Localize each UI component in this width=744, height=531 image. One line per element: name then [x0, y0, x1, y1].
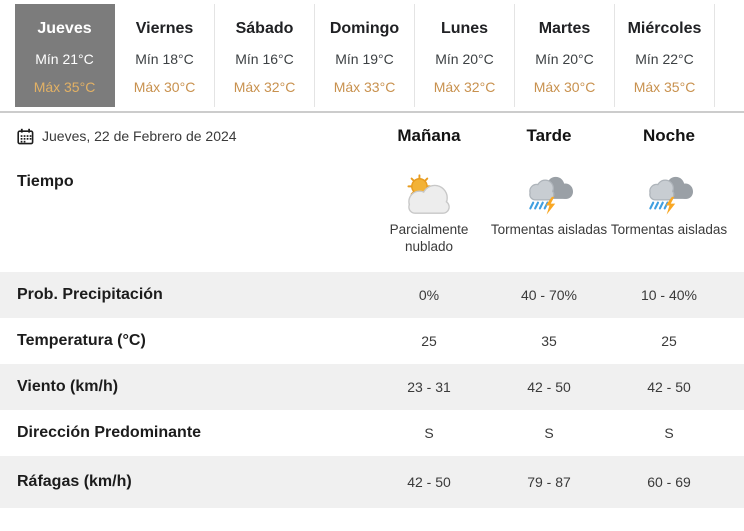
weather-row-label: Tiempo — [17, 173, 74, 190]
weather-cell-manana: Parcialmente nublado — [369, 159, 489, 272]
weather-cell-noche: Tormentas aisladas — [609, 159, 729, 272]
cell-value: 42 - 50 — [647, 379, 691, 395]
table-row-precipitation: Prob. Precipitación 0% 40 - 70% 10 - 40% — [0, 272, 744, 318]
tabs-divider — [0, 111, 744, 113]
column-header-tarde: Tarde — [526, 126, 572, 145]
cell-value: S — [424, 425, 434, 441]
tab-day-label: Martes — [538, 20, 591, 37]
cell-value: S — [664, 425, 674, 441]
tab-day-label: Miércoles — [627, 20, 702, 37]
tab-lunes[interactable]: Lunes Mín 20°C Máx 32°C — [415, 4, 515, 107]
row-label: Viento (km/h) — [17, 378, 119, 395]
condition-label: Parcialmente nublado — [389, 222, 469, 254]
date-text: Jueves, 22 de Febrero de 2024 — [42, 128, 237, 144]
tab-day-label: Viernes — [135, 20, 194, 37]
condition-label: Tormentas aisladas — [490, 222, 608, 237]
cell-value: 79 - 87 — [527, 474, 571, 490]
current-date: Jueves, 22 de Febrero de 2024 — [17, 128, 369, 145]
table-row-wind: Viento (km/h) 23 - 31 42 - 50 42 - 50 — [0, 364, 744, 410]
weather-cell-tarde: Tormentas aisladas — [489, 159, 609, 272]
partly-cloudy-icon — [369, 173, 489, 217]
tab-sabado[interactable]: Sábado Mín 16°C Máx 32°C — [215, 4, 315, 107]
column-header-noche: Noche — [643, 126, 695, 145]
tab-max-temp: Máx 32°C — [433, 79, 496, 95]
table-row-wind-direction: Dirección Predominante S S S — [0, 410, 744, 456]
tab-max-temp: Máx 30°C — [533, 79, 596, 95]
row-label: Ráfagas (km/h) — [17, 473, 132, 490]
tab-max-temp: Máx 33°C — [333, 79, 396, 95]
tab-miercoles[interactable]: Miércoles Mín 22°C Máx 35°C — [615, 4, 715, 107]
tab-max-temp: Máx 35°C — [633, 79, 696, 95]
cell-value: S — [544, 425, 554, 441]
cell-value: 25 — [421, 333, 437, 349]
tab-min-temp: Mín 19°C — [335, 51, 394, 67]
tab-min-temp: Mín 16°C — [235, 51, 294, 67]
tab-max-temp: Máx 30°C — [133, 79, 196, 95]
row-label: Temperatura (°C) — [17, 332, 146, 349]
tab-max-temp: Máx 32°C — [233, 79, 296, 95]
calendar-icon — [17, 128, 34, 145]
cell-value: 42 - 50 — [407, 474, 451, 490]
row-label: Dirección Predominante — [17, 424, 202, 441]
cell-value: 25 — [661, 333, 677, 349]
row-label: Prob. Precipitación — [17, 286, 163, 303]
tab-day-label: Jueves — [37, 20, 92, 37]
tab-jueves[interactable]: Jueves Mín 21°C Máx 35°C — [15, 4, 115, 107]
tab-min-temp: Mín 18°C — [135, 51, 194, 67]
cell-value: 0% — [418, 287, 440, 303]
cell-value: 35 — [541, 333, 557, 349]
date-header-row: Jueves, 22 de Febrero de 2024 Mañana Tar… — [0, 113, 744, 159]
cell-value: 60 - 69 — [647, 474, 691, 490]
storm-icon — [609, 173, 729, 217]
tab-min-temp: Mín 20°C — [535, 51, 594, 67]
cell-value: 42 - 50 — [527, 379, 571, 395]
tab-viernes[interactable]: Viernes Mín 18°C Máx 30°C — [115, 4, 215, 107]
tab-max-temp: Máx 35°C — [33, 79, 96, 95]
cell-value: 23 - 31 — [407, 379, 451, 395]
table-row-gusts: Ráfagas (km/h) 42 - 50 79 - 87 60 - 69 — [0, 456, 744, 508]
cell-value: 40 - 70% — [520, 287, 578, 303]
column-header-manana: Mañana — [397, 126, 461, 145]
tab-min-temp: Mín 22°C — [635, 51, 694, 67]
tab-day-label: Domingo — [329, 20, 400, 37]
tab-day-label: Sábado — [235, 20, 294, 37]
tab-day-label: Lunes — [440, 20, 489, 37]
tab-domingo[interactable]: Domingo Mín 19°C Máx 33°C — [315, 4, 415, 107]
tab-martes[interactable]: Martes Mín 20°C Máx 30°C — [515, 4, 615, 107]
weather-row: Tiempo — [0, 159, 744, 272]
day-tabs: Jueves Mín 21°C Máx 35°C Viernes Mín 18°… — [15, 4, 715, 107]
storm-icon — [489, 173, 609, 217]
tab-min-temp: Mín 20°C — [435, 51, 494, 67]
cell-value: 10 - 40% — [640, 287, 698, 303]
table-row-temperature: Temperatura (°C) 25 35 25 — [0, 318, 744, 364]
condition-label: Tormentas aisladas — [610, 222, 728, 237]
tab-min-temp: Mín 21°C — [35, 51, 94, 67]
